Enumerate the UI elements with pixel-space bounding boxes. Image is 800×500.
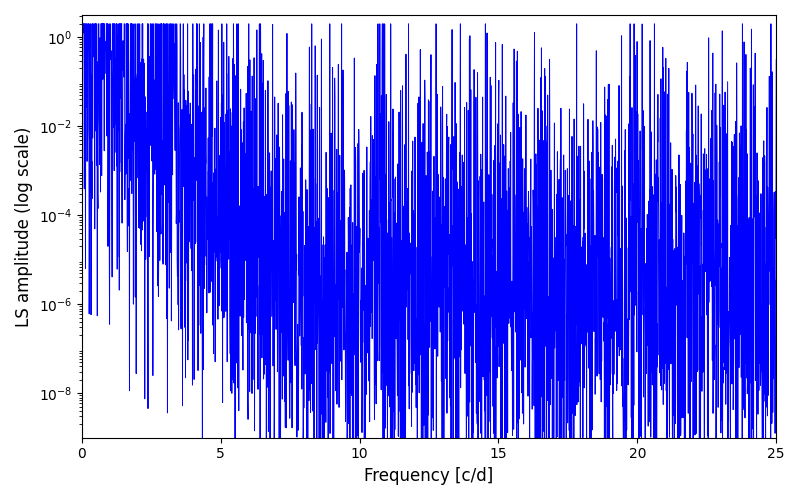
- X-axis label: Frequency [c/d]: Frequency [c/d]: [364, 467, 494, 485]
- Y-axis label: LS amplitude (log scale): LS amplitude (log scale): [15, 126, 33, 326]
